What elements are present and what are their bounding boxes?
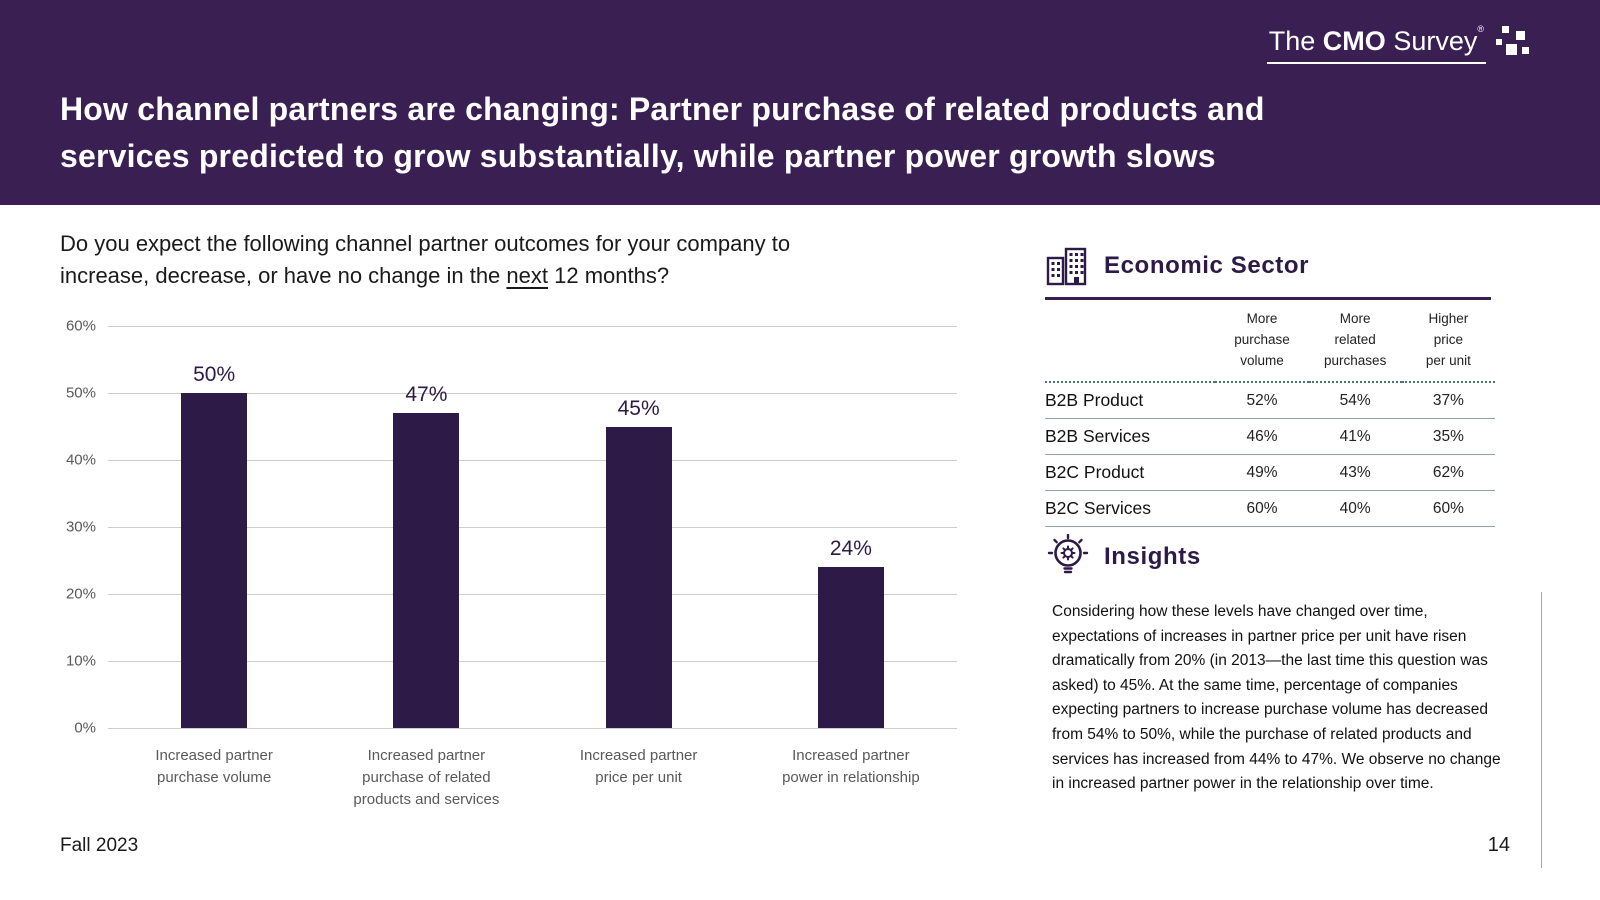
category-label: Increased partner price per unit xyxy=(579,747,698,786)
table-cell: 35% xyxy=(1401,418,1495,455)
gridline xyxy=(108,527,957,528)
bar-slot: 50% xyxy=(108,326,320,728)
column-header: Higher price per unit xyxy=(1401,302,1495,383)
table-cell: 54% xyxy=(1308,382,1402,419)
column-header: More related purchases xyxy=(1308,302,1402,383)
table-cell: 52% xyxy=(1215,382,1309,419)
economic-sector-title: Economic Sector xyxy=(1104,252,1310,279)
sector-title-rule xyxy=(1045,297,1491,300)
table-cell: 41% xyxy=(1308,418,1402,455)
table-row: B2C Product 49% 43% 62% xyxy=(1045,454,1495,491)
chart-plot-area: 0% 10% 20% 30% 40% 50% 60% 50% 47% 45% 24% xyxy=(66,318,957,737)
column-header: More purchase volume xyxy=(1215,302,1309,383)
table-cell: 40% xyxy=(1308,490,1402,527)
economic-sector-header: Economic Sector xyxy=(1045,246,1309,286)
gridline xyxy=(108,661,957,662)
page-number: 14 xyxy=(1487,834,1510,856)
table-cell: 60% xyxy=(1215,490,1309,527)
y-axis-label: 40% xyxy=(65,451,96,469)
bar-chart: 0% 10% 20% 30% 40% 50% 60% 50% 47% 45% 24% Increas… xyxy=(60,318,957,811)
cmo-survey-logo: The CMO Survey® xyxy=(1266,24,1532,64)
gridline xyxy=(108,326,957,327)
header-band: The CMO Survey® How channel partners are… xyxy=(0,0,1600,205)
table-corner-cell xyxy=(1045,302,1216,383)
category-label: Increased partner power in relationship xyxy=(782,747,920,786)
category-label: Increased partner purchase volume xyxy=(155,747,273,786)
buildings-icon xyxy=(1046,247,1087,286)
question-underlined-word: next xyxy=(506,263,548,288)
table-cell: 62% xyxy=(1401,454,1495,491)
registered-mark: ® xyxy=(1477,24,1484,34)
gridline xyxy=(108,728,957,729)
bar-value-label: 50% xyxy=(193,363,236,386)
table-row: B2B Product 52% 54% 37% xyxy=(1045,382,1495,419)
y-axis-label: 0% xyxy=(74,719,96,737)
slide-title-line2: services predicted to grow substantially… xyxy=(60,138,1216,174)
chart-bar: 45% xyxy=(605,397,672,728)
chart-category-axis: Increased partner purchase volume Increas… xyxy=(108,728,957,811)
y-axis-label: 60% xyxy=(65,317,96,335)
slide-title: How channel partners are changing: Partn… xyxy=(60,86,1540,180)
bar-slot: 24% xyxy=(745,326,957,728)
logo-pixel-icon xyxy=(1496,26,1532,64)
insights-right-edge-line xyxy=(1541,592,1542,868)
logo-cmo: CMO xyxy=(1322,26,1386,56)
chart-bar: 47% xyxy=(393,383,460,728)
logo-survey: Survey xyxy=(1393,26,1478,56)
y-axis-label: 50% xyxy=(65,384,96,402)
bar-value-label: 45% xyxy=(617,396,660,420)
table-body: B2B Product 52% 54% 37% B2B Services 46% 41% 35… xyxy=(1045,382,1495,527)
row-label: B2B Services xyxy=(1045,418,1216,455)
lightbulb-gear-icon xyxy=(1047,534,1089,574)
bar-value-label: 47% xyxy=(405,383,448,407)
chart-bar: 24% xyxy=(817,537,884,728)
economic-sector-table: More purchase volume More related purchas… xyxy=(1045,302,1495,527)
y-axis-label: 20% xyxy=(65,585,96,603)
question-post: 12 months? xyxy=(548,263,670,288)
table-header-row: More purchase volume More related purchas… xyxy=(1045,302,1495,383)
table-cell: 49% xyxy=(1215,454,1309,491)
bar-value-label: 24% xyxy=(829,537,872,561)
bars-row: 50% 47% 45% 24% xyxy=(108,326,957,728)
gridline xyxy=(108,593,957,595)
slide-title-line1: How channel partners are changing: Partn… xyxy=(60,91,1265,127)
category-label: Increased partner purchase of related pr… xyxy=(353,747,500,808)
survey-question: Do you expect the following channel part… xyxy=(60,228,940,292)
footer-season: Fall 2023 xyxy=(60,835,139,856)
y-axis-label: 30% xyxy=(65,518,96,536)
table-row: B2C Services 60% 40% 60% xyxy=(1045,490,1495,527)
insights-title: Insights xyxy=(1104,543,1201,570)
logo-the: The xyxy=(1268,26,1316,56)
bar-slot: 45% xyxy=(533,326,745,728)
logo-text: The CMO Survey® xyxy=(1266,24,1486,64)
row-label: B2B Product xyxy=(1045,382,1216,419)
table-cell: 46% xyxy=(1215,418,1309,455)
question-pre: Do you expect the following channel part… xyxy=(60,231,791,288)
table-row: B2B Services 46% 41% 35% xyxy=(1045,418,1495,455)
y-axis-label: 10% xyxy=(65,652,96,670)
table-cell: 37% xyxy=(1401,382,1495,419)
chart-bar: 50% xyxy=(181,363,248,728)
insights-text: Considering how these levels have change… xyxy=(1052,603,1501,793)
table-cell: 43% xyxy=(1308,454,1402,491)
table-cell: 60% xyxy=(1401,490,1495,527)
bar-slot: 47% xyxy=(320,326,532,728)
gridline xyxy=(108,392,957,394)
row-label: B2C Product xyxy=(1045,454,1216,491)
row-label: B2C Services xyxy=(1045,490,1216,527)
insights-header: Insights xyxy=(1045,534,1201,580)
gridline xyxy=(108,459,957,461)
